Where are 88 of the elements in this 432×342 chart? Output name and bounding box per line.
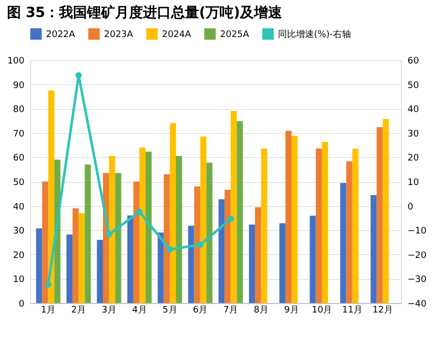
bar: [84, 164, 91, 303]
y2-tick-label: 60: [408, 56, 420, 66]
x-tick-label: 1月: [40, 306, 56, 316]
bar: [261, 148, 268, 303]
bar: [292, 136, 298, 303]
bar: [346, 161, 352, 303]
bar: [382, 119, 389, 303]
legend-label: 2022A: [46, 30, 76, 40]
legend-label: 2024A: [162, 30, 192, 40]
y-tick-label: 80: [13, 105, 25, 116]
x-tick-label: 11月: [342, 306, 363, 316]
bar: [170, 123, 176, 303]
y-tick-label: 50: [13, 178, 25, 188]
legend-label: 2023A: [104, 30, 134, 40]
x-tick-label: 5月: [162, 306, 178, 316]
bar: [370, 195, 377, 303]
y2-tick-label: −40: [408, 300, 427, 310]
y2-tick-label: 20: [408, 154, 420, 164]
bar: [36, 228, 42, 303]
y-tick-label: 20: [13, 250, 25, 261]
bar: [96, 240, 103, 303]
y2-tick-label: −30: [408, 275, 427, 286]
chart-title: 图 35：我国锂矿月度进口总量(万吨)及增速: [6, 4, 283, 21]
bar: [248, 224, 256, 303]
y2-tick-label: 0: [408, 202, 414, 212]
bar: [376, 127, 383, 303]
point: [166, 246, 174, 253]
y-tick-label: 60: [13, 154, 25, 164]
y2-tick-label: 50: [408, 80, 420, 91]
bar: [206, 162, 212, 303]
legend-label: 2025A: [220, 30, 250, 40]
bar: [279, 223, 286, 303]
bar: [48, 90, 54, 303]
x-tick-label: 3月: [102, 306, 116, 316]
bar: [66, 234, 73, 303]
y-tick-label: 100: [7, 56, 25, 66]
point: [197, 242, 204, 248]
y2-tick-label: 40: [408, 105, 420, 116]
bar: [322, 142, 328, 303]
point: [228, 216, 234, 222]
x-tick-label: 9月: [284, 306, 299, 316]
y-tick-label: 30: [13, 226, 25, 237]
bar: [109, 156, 116, 303]
x-tick-label: 6月: [192, 306, 208, 316]
y-tick-label: 90: [13, 80, 25, 91]
bar: [146, 152, 152, 303]
bar: [133, 182, 140, 303]
point: [106, 231, 112, 238]
bar: [42, 182, 48, 303]
x-tick-label: 10月: [312, 306, 332, 316]
bar: [200, 136, 206, 303]
point: [45, 281, 52, 288]
bar: [72, 208, 79, 303]
bar: [310, 216, 316, 303]
x-tick-label: 7月: [223, 306, 238, 316]
x-tick-label: 12月: [372, 306, 393, 316]
y-tick-label: 0: [18, 300, 25, 310]
bar: [340, 182, 346, 303]
legend-label: 同比增速(%)-右轴: [278, 29, 351, 40]
bar: [230, 111, 237, 303]
y2-tick-label: −10: [408, 226, 427, 237]
x-tick-label: 4月: [132, 306, 147, 316]
y2-tick-label: 10: [408, 178, 420, 188]
bar: [285, 130, 292, 303]
y2-tick-label: 30: [408, 129, 420, 140]
bar: [352, 148, 358, 303]
bar: [127, 216, 134, 303]
bar: [115, 172, 122, 303]
x-tick-label: 2月: [71, 306, 86, 316]
bar: [218, 199, 225, 303]
point: [136, 208, 143, 216]
bar: [176, 156, 182, 303]
bar: [224, 190, 231, 303]
y-tick-label: 70: [13, 129, 25, 140]
bar: [158, 232, 164, 303]
point: [75, 72, 82, 78]
bar: [316, 148, 322, 303]
bar: [164, 174, 170, 303]
x-tick-label: 8月: [254, 306, 268, 316]
y-tick-label: 10: [13, 275, 25, 286]
bar: [78, 213, 85, 303]
bar: [139, 147, 146, 303]
bar: [188, 226, 194, 303]
y2-tick-label: −20: [408, 250, 427, 261]
bar: [255, 207, 262, 303]
bar: [194, 186, 200, 303]
y-tick-label: 40: [13, 202, 25, 212]
bar: [236, 121, 243, 303]
